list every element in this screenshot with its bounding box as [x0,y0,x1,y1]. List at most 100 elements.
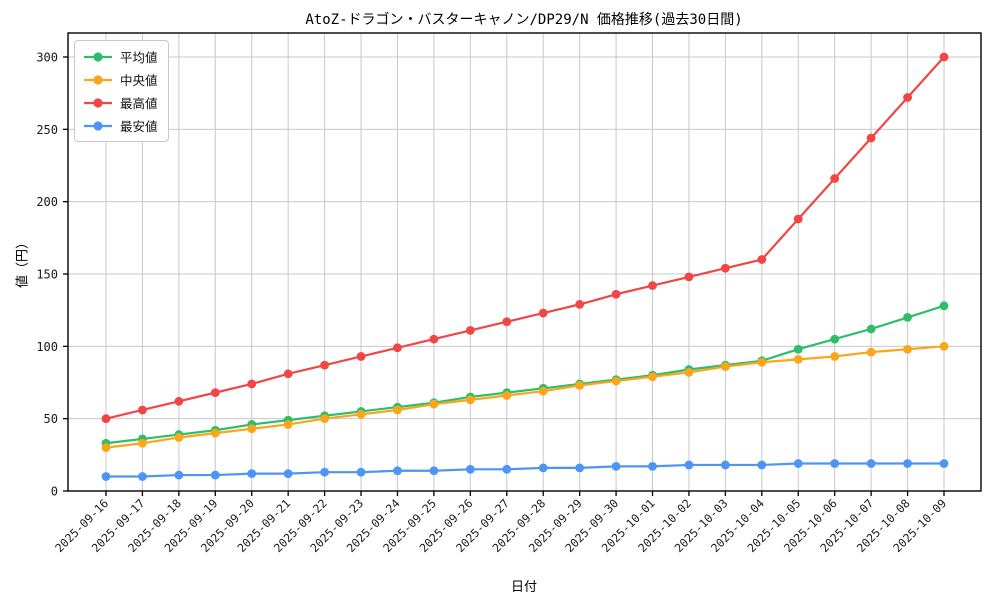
data-point-median [939,341,949,351]
data-point-max [538,308,548,318]
data-point-mean [830,334,840,344]
data-point-max [648,281,657,290]
y-tick-label: 150 [36,268,58,282]
data-point-max [283,369,293,379]
data-point-median [465,395,475,405]
gridlines [68,33,981,492]
legend-dot-min [93,120,103,131]
data-point-max [320,360,330,370]
data-point-mean [939,301,949,311]
data-point-median [210,428,220,438]
data-point-median [138,438,147,448]
data-point-median [101,443,111,452]
legend-label-min: 最安値 [120,119,158,134]
legend: 平均値中央値最高値最安値 [74,40,169,142]
data-point-mean [793,344,803,354]
data-point-max [210,388,220,398]
data-point-median [283,420,293,429]
y-tick-label: 100 [36,340,58,354]
legend-item-mean: 平均値 [83,46,158,67]
legend-item-max: 最高値 [83,92,158,113]
data-point-max [611,289,621,299]
data-point-min [283,469,293,479]
y-tick-label: 200 [36,195,58,209]
data-point-max [903,93,912,102]
data-point-min [465,464,475,474]
axis-ticks [63,56,945,496]
series-max [101,52,949,424]
data-point-min [138,472,147,481]
data-point-min [174,470,184,480]
legend-label-max: 最高値 [120,96,158,111]
legend-dot-mean [93,51,103,62]
data-point-min [393,466,402,476]
data-point-median [575,380,585,390]
data-point-min [502,464,512,474]
axis-tick-labels: 0501001502002503002025-09-162025-09-1720… [36,51,949,556]
series-min [101,459,949,481]
data-point-median [684,367,694,377]
legend-marker-median [84,74,112,85]
data-point-max [465,326,475,335]
data-point-max [393,343,402,353]
data-point-min [210,470,220,480]
series-line-min [104,462,946,478]
legend-marker-min [84,120,112,131]
data-point-max [684,272,694,282]
data-point-min [866,459,876,468]
data-point-median [393,405,402,415]
data-point-median [866,347,876,357]
data-point-max [356,352,366,361]
axes-frame [67,32,982,492]
data-point-median [356,409,366,419]
data-point-max [429,334,439,344]
data-point-max [174,396,184,406]
data-point-min [429,466,439,476]
series-mean [101,301,949,448]
data-point-min [903,459,912,468]
data-point-min [247,469,257,479]
data-point-max [866,133,876,143]
chart-title: AtoZ-ドラゴン・バスターキャノン/DP29/N 価格推移(過去30日間) [305,12,743,28]
data-point-mean [903,313,912,322]
data-point-min [101,472,111,481]
data-point-median [757,357,767,367]
series-line-mean [104,304,946,445]
legend-item-min: 最安値 [83,115,158,136]
data-point-max [720,263,730,273]
data-point-min [648,462,657,471]
data-point-median [502,391,512,400]
data-point-median [538,386,548,396]
y-axis-title: 値（円） [15,235,31,289]
data-point-max [138,405,147,415]
y-tick-label: 250 [36,123,58,137]
data-point-median [648,372,657,382]
data-point-median [611,376,621,386]
data-point-min [720,460,730,470]
data-point-min [684,460,694,470]
series-line-median [104,345,946,449]
data-point-median [903,344,912,354]
data-point-min [793,459,803,468]
data-point-max [502,317,512,327]
data-point-min [538,463,548,473]
data-point-median [320,414,330,424]
data-point-median [429,399,439,409]
data-point-max [939,52,949,62]
data-point-median [247,424,257,434]
data-point-min [356,467,366,477]
legend-label-median: 中央値 [120,73,158,88]
legend-dot-max [93,97,103,108]
data-point-max [247,379,257,389]
data-point-min [611,462,621,471]
data-point-mean [866,324,876,334]
data-point-max [757,255,767,264]
legend-marker-mean [84,51,112,62]
data-point-median [830,352,840,361]
y-tick-label: 0 [51,485,58,499]
x-axis-title: 日付 [510,580,538,595]
data-point-min [575,463,585,473]
data-point-min [320,467,330,477]
